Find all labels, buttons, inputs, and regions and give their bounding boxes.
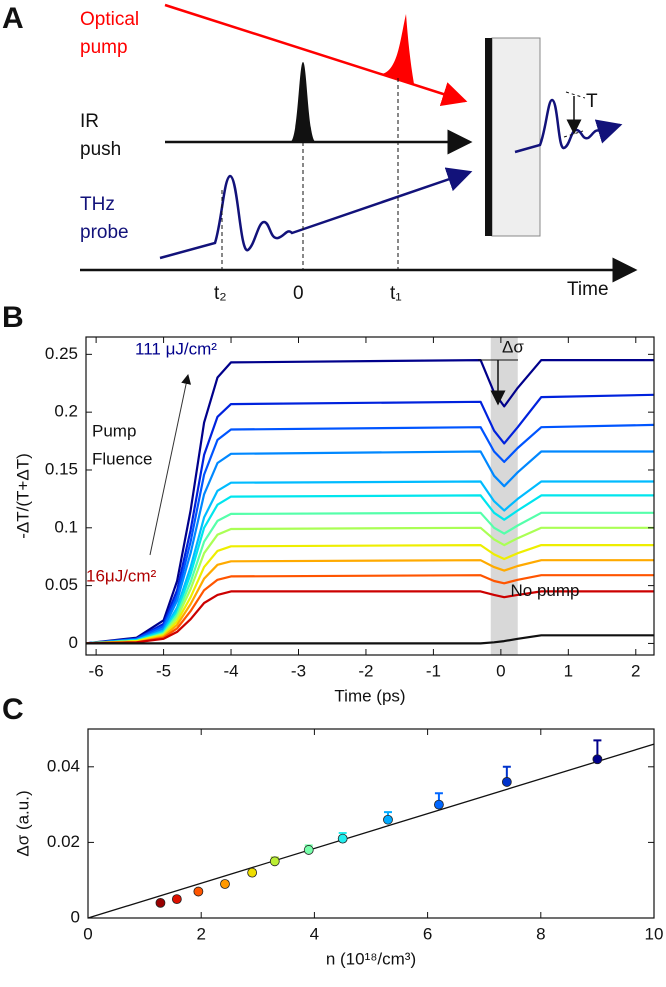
label: probe [80, 222, 129, 243]
plot-frame [87, 728, 655, 919]
x-tick-label: 6 [423, 924, 432, 943]
x-axis-label: Time (ps) [334, 686, 405, 705]
line [85, 359, 654, 645]
point [220, 879, 230, 889]
series-label: No pump [511, 581, 580, 600]
point [155, 897, 166, 908]
line [86, 634, 654, 645]
transmitted-pulse [514, 98, 623, 154]
y-tick-label: 0.05 [45, 575, 78, 594]
line [85, 423, 655, 645]
x-tick-label: 8 [536, 924, 545, 943]
x-tick-label: 2 [631, 661, 640, 680]
sample-face [485, 38, 492, 236]
x-tick-label: 4 [310, 924, 319, 943]
point [303, 845, 314, 855]
y-tick-label: 0 [71, 907, 80, 926]
annotation: 111 μJ/cm² [135, 339, 217, 358]
label: THz [80, 194, 115, 215]
point [269, 856, 280, 867]
y-tick-label: 0.2 [54, 402, 78, 421]
line [85, 450, 654, 645]
point [592, 754, 603, 765]
y-axis-label: -ΔT/(T+ΔT) [13, 453, 32, 539]
point [337, 833, 348, 844]
y-tick-label: 0 [69, 633, 78, 652]
x-axis-label: n (10¹⁸/cm³) [326, 949, 416, 968]
line [85, 590, 654, 645]
label: 0 [293, 283, 304, 304]
panel-letter: B [2, 301, 24, 334]
point [193, 886, 204, 897]
fit-line [87, 743, 655, 919]
line [85, 393, 655, 645]
x-tick-label: 2 [196, 924, 205, 943]
panel-letter: A [2, 2, 24, 35]
x-tick-label: 10 [645, 924, 664, 943]
annotation: Δσ [502, 337, 524, 356]
x-tick-label: -1 [426, 661, 441, 680]
point [434, 799, 444, 810]
push-pulse [290, 62, 316, 142]
y-tick-label: 0.15 [45, 459, 78, 478]
y-tick-label: 0.1 [54, 517, 78, 536]
line [85, 544, 654, 645]
arrow [149, 374, 192, 556]
label: Time [567, 279, 609, 300]
y-tick-label: 0.25 [45, 344, 78, 363]
pump-beam [164, 3, 468, 107]
label: IR [80, 111, 99, 132]
x-tick-label: -3 [291, 661, 306, 680]
guide [565, 91, 586, 99]
panel-letter: C [2, 693, 24, 726]
y-tick-label: 0.04 [47, 756, 80, 775]
x-tick-label: -5 [156, 661, 171, 680]
label: t₁ [390, 283, 402, 304]
probe-beam [159, 167, 473, 260]
label: Optical [80, 9, 139, 30]
line [85, 559, 654, 645]
x-tick-label: 0 [496, 661, 505, 680]
label: push [80, 139, 121, 160]
point [171, 894, 182, 904]
point [247, 867, 258, 878]
panel-a: A Optical pump IR push THz probe T t₂ 0 … [2, 2, 638, 304]
x-tick-label: -4 [223, 661, 238, 680]
label: t₂ [214, 283, 227, 304]
line [85, 574, 654, 645]
label: pump [80, 37, 128, 58]
sample [491, 37, 541, 237]
x-tick-label: 0 [83, 924, 92, 943]
point [383, 814, 393, 825]
plot-frame [85, 336, 655, 656]
annotation: Pump [92, 421, 136, 440]
y-axis-label: Δσ (a.u.) [13, 790, 32, 856]
pump-pulse [382, 14, 414, 84]
shade [490, 337, 518, 655]
label: T [586, 91, 598, 112]
point [501, 777, 512, 787]
x-tick-label: 1 [564, 661, 573, 680]
x-tick-label: -6 [89, 661, 104, 680]
x-tick-label: -2 [358, 661, 373, 680]
y-tick-label: 0.02 [47, 832, 80, 851]
annotation: Fluence [92, 449, 152, 468]
annotation: 16μJ/cm² [86, 566, 157, 585]
